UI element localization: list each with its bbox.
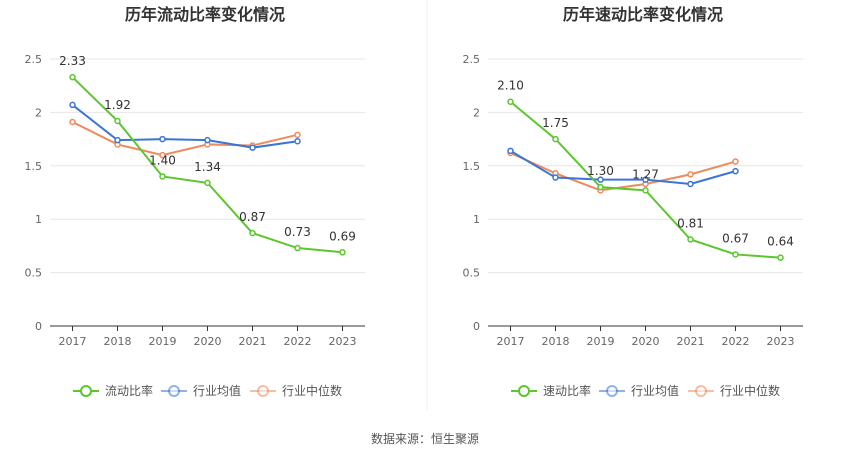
x-tick-label: 2021 [677,335,705,348]
data-point [69,101,76,109]
data-point [642,187,649,194]
data-point [114,117,121,125]
data-point [249,144,256,151]
y-tick-label: 2.5 [25,53,43,66]
data-label: 1.75 [542,116,569,130]
legend-label: 速动比率 [543,383,591,398]
legend-marker [257,385,269,397]
data-point [687,180,694,188]
data-point [597,183,604,191]
x-tick-label: 2018 [104,335,132,348]
quick-ratio-chart: 历年速动比率变化情况 0 0.5 1 1.5 2 2.5 2017 2018 2019 2020 20… [463,5,803,398]
x-tick-label: 2018 [542,335,570,348]
y-tick-label: 2 [473,106,480,119]
legend-item[interactable]: 行业均值 [599,383,679,398]
data-point [339,249,346,256]
legend-label: 行业中位数 [720,383,780,398]
series-line [510,152,736,192]
data-label: 1.92 [104,98,131,112]
y-tick-label: 1.5 [463,160,481,173]
legend-marker [606,385,618,397]
data-point [507,147,514,155]
x-tick-label: 2017 [59,335,87,348]
data-point [204,179,211,187]
data-label: 0.69 [329,229,356,243]
y-tick-label: 0.5 [463,267,481,280]
data-label: 1.27 [632,167,659,181]
chart-title: 历年流动比率变化情况 [125,5,285,24]
data-point [642,176,649,183]
data-label: 1.30 [587,164,614,178]
data-point [732,251,739,258]
data-label: 0.73 [284,225,311,239]
x-tick-label: 2021 [239,335,267,348]
x-tick-label: 2022 [284,335,312,348]
x-tick-label: 2020 [632,335,660,348]
legend-marker [695,385,707,397]
data-source-note: 数据来源：恒生聚源 [370,432,479,446]
x-tick-label: 2019 [587,335,615,348]
legend-marker [80,385,92,397]
legend-marker [168,385,180,397]
data-label: 0.81 [677,216,704,230]
data-point [687,171,694,178]
current-ratio-chart: 历年流动比率变化情况 0 0.5 1 1.5 2 2.5 2017 2018 2019 2020 20… [25,5,365,398]
data-point [249,229,256,237]
data-point [294,244,301,252]
data-label: 1.34 [194,160,221,174]
data-point [597,176,604,183]
y-tick-label: 1.5 [25,160,43,173]
legend-item[interactable]: 行业中位数 [250,383,342,398]
data-label: 2.10 [497,79,524,93]
data-point [552,135,559,143]
data-point [552,174,559,181]
legend-item[interactable]: 流动比率 [73,383,153,398]
data-point [507,98,514,105]
legend-label: 行业均值 [631,383,679,398]
y-tick-label: 1 [473,213,480,226]
y-tick-label: 0 [473,320,480,333]
series-line [72,121,298,157]
x-tick-label: 2022 [722,335,750,348]
legend-label: 行业中位数 [282,383,342,398]
data-label: 0.87 [239,210,266,224]
data-label: 0.67 [722,231,749,245]
series-line [71,104,298,149]
data-point [159,173,166,180]
data-point [69,118,76,126]
series-line [509,149,736,185]
legend-item[interactable]: 速动比率 [511,383,591,398]
data-label: 2.33 [59,54,86,68]
y-tick-label: 2.5 [463,53,481,66]
chart-title: 历年速动比率变化情况 [563,5,723,24]
x-tick-label: 2023 [767,335,795,348]
data-point [777,254,784,261]
x-tick-label: 2020 [194,335,222,348]
x-tick-label: 2017 [497,335,525,348]
data-point [114,136,121,144]
legend-label: 流动比率 [105,383,153,398]
data-point [294,137,301,145]
data-point [732,167,739,175]
y-tick-label: 1 [35,213,42,226]
legend-label: 行业均值 [193,383,241,398]
data-label: 1.40 [149,153,176,167]
legend-item[interactable]: 行业中位数 [688,383,780,398]
y-tick-label: 0.5 [25,267,43,280]
data-point [732,158,739,165]
y-tick-label: 0 [35,320,42,333]
data-point [69,73,76,81]
data-point [294,131,301,139]
data-point [204,136,211,144]
x-tick-label: 2019 [149,335,177,348]
legend-marker [518,385,530,397]
data-point [159,151,166,159]
y-tick-label: 2 [35,106,42,119]
legend-item[interactable]: 行业均值 [161,383,241,398]
x-tick-label: 2023 [329,335,357,348]
data-point [687,236,694,243]
data-point [159,135,166,143]
data-label: 0.64 [767,235,794,249]
